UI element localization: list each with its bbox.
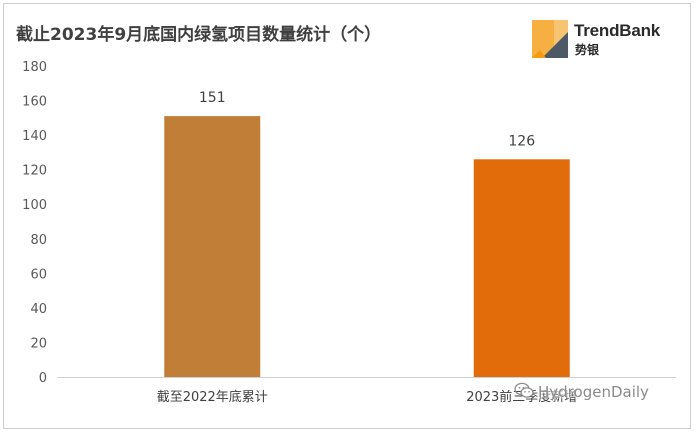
y-axis: 0 20 40 60 80 100 120 140 160 180 [22,60,47,386]
bar [473,159,570,377]
chart-frame [3,3,691,429]
watermark: HydrogenDaily [514,382,649,401]
trendbank-logo-icon [532,20,568,58]
y-tick-label: 60 [30,267,47,282]
y-tick-label: 120 [22,164,47,179]
x-axis: 截至2022年底累计 2023前三季度新增 [157,389,578,405]
data-labels: 151 126 [199,90,535,149]
y-tick-label: 180 [22,60,47,75]
data-label: 151 [199,90,226,106]
x-tick-label: 截至2022年底累计 [157,389,268,405]
data-label: 126 [508,133,535,149]
y-tick-label: 40 [30,302,47,317]
brand-logo: TrendBank 势银 [532,20,672,60]
wechat-icon [514,382,534,398]
chart-title: 截止2023年9月底国内绿氢项目数量统计（个） [16,25,382,45]
x-tick-label: 2023前三季度新增 [466,389,577,405]
y-tick-label: 160 [22,95,47,110]
y-tick-label: 80 [30,233,47,248]
bar [164,116,261,377]
brand-name: TrendBank [574,21,661,40]
y-tick-label: 0 [39,371,47,386]
watermark-text: HydrogenDaily [538,383,649,401]
y-tick-label: 140 [22,129,47,144]
y-tick-label: 20 [30,336,47,351]
y-tick-label: 100 [22,198,47,213]
brand-sub: 势银 [575,43,600,57]
bars-group [164,116,570,377]
